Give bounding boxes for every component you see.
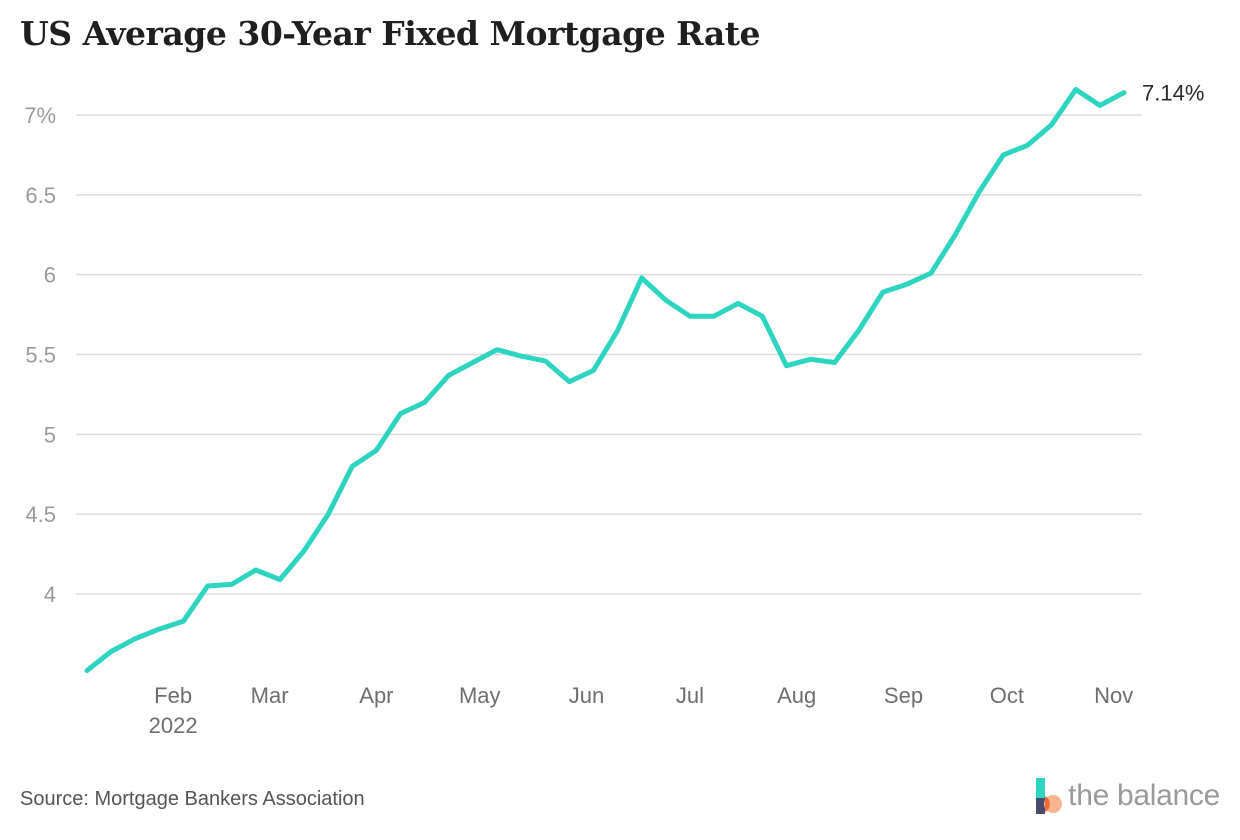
x-tick-sublabel: 2022 [149, 713, 198, 738]
x-tick-label: May [459, 683, 501, 708]
x-tick-label: Nov [1094, 683, 1133, 708]
chart-title: US Average 30-Year Fixed Mortgage Rate [20, 14, 760, 53]
y-tick-label: 6.5 [25, 183, 56, 208]
x-tick-label: Sep [884, 683, 923, 708]
x-tick-label: Oct [990, 683, 1024, 708]
x-tick-label: Jun [569, 683, 604, 708]
series-line [84, 87, 1127, 674]
y-tick-label: 4.5 [25, 502, 56, 527]
y-tick-label: 5.5 [25, 343, 56, 368]
x-tick-label: Feb [154, 683, 192, 708]
brand-name: the balance [1068, 779, 1220, 812]
x-tick-label: Mar [251, 683, 289, 708]
source-note: Source: Mortgage Bankers Association [20, 788, 365, 810]
x-tick-label: Aug [777, 683, 816, 708]
y-tick-label: 6 [44, 263, 56, 288]
brand-mark-icon [1036, 778, 1063, 814]
x-tick-label: Jul [676, 683, 704, 708]
end-value-label: 7.14% [1142, 81, 1204, 106]
y-tick-label: 7% [24, 103, 56, 128]
line-chart: 4 4.5 5 5.5 6 6.5 7% Feb 2022 Mar Apr May Jun Jul Aug S… [24, 81, 1204, 738]
y-tick-label: 4 [44, 582, 56, 607]
x-tick-label: Apr [359, 683, 393, 708]
y-tick-label: 5 [44, 422, 56, 447]
brand-logo: the balance [1034, 776, 1220, 816]
